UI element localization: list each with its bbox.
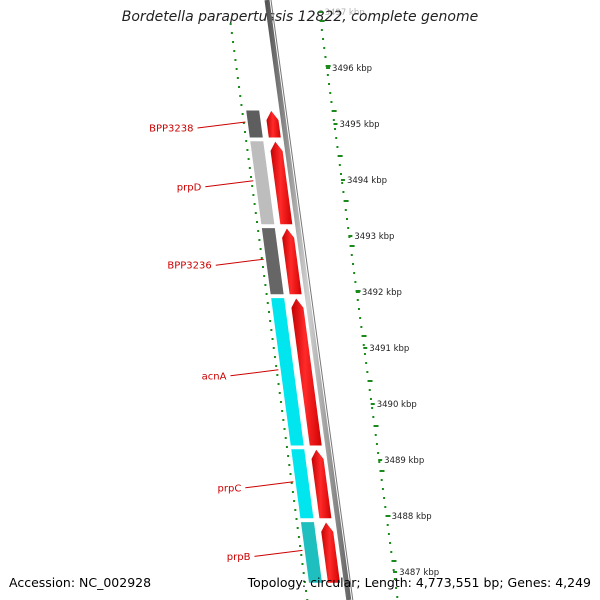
ruler-tick-label: 3489 kbp [384,456,424,466]
gene-leader-prpc [245,481,294,489]
ruler-tick-mark [385,515,390,517]
ruler-tick-mark [348,235,353,237]
backbone-edge [270,0,354,600]
feature-block-prpc [290,448,315,520]
cds-arrow-acna [290,296,323,447]
ruler-tick-mark [378,459,383,461]
backbone-track [264,0,354,600]
gene-label-prpd[interactable]: prpD [177,182,202,193]
ruler-tick-label: 3495 kbp [339,120,379,130]
gene-leader-bpp3236 [215,258,264,266]
gc-skew-track [229,20,399,600]
ruler-tick-label: 3493 kbp [354,232,394,242]
backbone-line [264,0,352,600]
gene-labels: BPP3238 prpD BPP3236 acnA prpC prpB [149,121,303,563]
ruler-tick-mark [318,11,323,13]
map-title: Bordetella parapertussis 12822, complete… [121,9,479,25]
genome-summary: Topology: circular; Length: 4,773,551 bp… [247,575,591,590]
gene-leader-prpb [254,549,303,557]
gene-label-prpc[interactable]: prpC [218,483,242,494]
ruler-tick-mark [340,179,345,181]
ruler-tick-label: 3494 kbp [347,176,387,186]
ruler-tick-label: 3490 kbp [377,400,417,410]
ruler-tick-mark [370,403,375,405]
gene-label-bpp3236[interactable]: BPP3236 [167,261,211,272]
cds-arrow-prpd [269,139,294,226]
ruler-tick-label: 3497 kbp [325,8,365,18]
ruler-tick-label: 3492 kbp [362,288,402,298]
cds-arrow-prpc [310,447,333,520]
ruler-tick-label: 3487 kbp [399,568,439,578]
gene-label-bpp3238[interactable]: BPP3238 [149,124,193,135]
ruler-tick-mark [326,67,331,69]
feature-block-prpd [249,140,276,226]
ruler-tick-label: 3488 kbp [392,512,432,522]
ruler-tick-mark [355,291,360,293]
ruler-tick-label: 3496 kbp [332,64,372,74]
gene-leader-prpd [205,180,254,188]
feature-block-bpp3236 [260,227,285,296]
ruler-tick-label: 3491 kbp [369,344,409,354]
accession-label: Accession: NC_002928 [9,575,152,590]
cds-arrow-bpp3238 [265,109,282,139]
feature-block-prpb [299,521,324,584]
gene-leader-acna [230,369,279,377]
feature-block-acna [270,297,305,447]
ruler-tick-mark [363,347,368,349]
gene-label-prpb[interactable]: prpB [227,552,251,563]
ruler-tick-mark [333,123,338,125]
gene-leader-bpp3238 [197,121,246,129]
feature-track [245,109,324,584]
feature-block-bpp3238 [245,109,264,139]
cds-arrow-bpp3236 [281,226,303,296]
cds-arrow-prpb [320,520,342,584]
gene-label-acna[interactable]: acnA [202,371,227,382]
ruler-track: 3497 kbp 3496 kbp 3495 kbp 3494 kbp 3493 kbp… [318,8,439,578]
cds-track [265,109,342,584]
ruler-tick-mark [393,571,398,573]
